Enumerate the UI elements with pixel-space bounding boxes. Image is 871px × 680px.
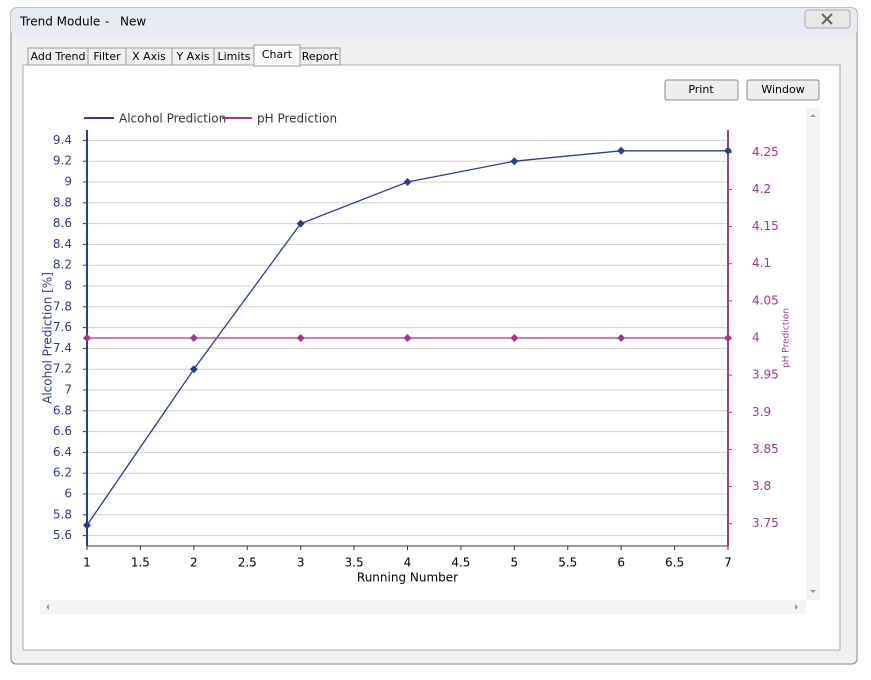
x-tick-label: 1 xyxy=(83,556,91,570)
data-point xyxy=(617,146,626,155)
y-tick-label: 8 xyxy=(64,279,72,293)
x-tick-label: 2.5 xyxy=(238,556,257,570)
tab-label: Chart xyxy=(262,48,293,61)
x-tick-label: 4 xyxy=(404,556,412,570)
title-separator: - xyxy=(105,15,109,29)
y2-tick-label: 3.75 xyxy=(752,516,779,530)
data-point xyxy=(296,219,305,228)
x-tick-label: 6.5 xyxy=(665,556,684,570)
y2-tick-label: 4.25 xyxy=(752,145,779,159)
y-tick-label: 8.6 xyxy=(53,216,72,230)
x-tick-label: 5.5 xyxy=(558,556,577,570)
chart-background xyxy=(40,105,806,600)
y-tick-label: 7 xyxy=(64,383,72,397)
data-point xyxy=(189,334,198,342)
x-axis-title: Running Number xyxy=(357,571,458,585)
y-tick-label: 8.8 xyxy=(53,195,72,209)
y-tick-label: 8.2 xyxy=(53,258,72,272)
h-scrollbar[interactable] xyxy=(40,600,806,614)
data-point xyxy=(83,334,91,342)
print-label: Print xyxy=(688,83,714,96)
tab-label: Y Axis xyxy=(175,50,209,63)
y2-axis-title: pH Prediction xyxy=(782,308,792,368)
y-tick-label: 6 xyxy=(64,487,72,501)
data-point xyxy=(724,146,732,155)
data-point xyxy=(724,334,732,342)
tab-label: X Axis xyxy=(132,50,166,63)
x-tick-label: 4.5 xyxy=(451,556,470,570)
document-name: New xyxy=(120,15,146,29)
y-tick-label: 6.2 xyxy=(53,466,72,480)
v-scrollbar[interactable] xyxy=(806,108,820,600)
x-tick-label: 3.5 xyxy=(345,556,364,570)
data-point xyxy=(296,334,305,342)
y2-tick-label: 3.85 xyxy=(752,442,779,456)
y2-tick-label: 4.05 xyxy=(752,293,779,307)
close-icon xyxy=(821,13,833,25)
tab-label: Add Trend xyxy=(31,50,86,63)
y-tick-label: 9 xyxy=(64,175,72,189)
y2-tick-label: 3.9 xyxy=(752,405,771,419)
data-point xyxy=(617,334,626,342)
y-tick-label: 9.4 xyxy=(53,133,72,147)
x-tick-label: 6 xyxy=(617,556,625,570)
y-axis-title: Alcohol Prediction [%] xyxy=(41,272,55,404)
y2-tick-label: 4.1 xyxy=(752,256,771,270)
y-tick-label: 9.2 xyxy=(53,154,72,168)
window-button[interactable] xyxy=(746,79,820,101)
window-label: Window xyxy=(761,83,804,96)
y2-tick-label: 3.8 xyxy=(752,479,771,493)
x-tick-label: 7 xyxy=(724,556,732,570)
tab-label: Report xyxy=(302,50,339,63)
y-tick-label: 8.4 xyxy=(53,237,72,251)
print-button[interactable] xyxy=(664,79,739,101)
x-tick-label: 3 xyxy=(297,556,305,570)
y2-tick-label: 3.95 xyxy=(752,368,779,382)
y-tick-label: 6.8 xyxy=(53,403,72,417)
x-tick-label: 1.5 xyxy=(131,556,150,570)
y-tick-label: 7.2 xyxy=(53,362,72,376)
window-title: Trend Module xyxy=(19,15,100,29)
y2-tick-label: 4.15 xyxy=(752,219,779,233)
title-bar xyxy=(11,8,857,36)
data-point xyxy=(510,157,519,166)
tab[interactable] xyxy=(299,47,341,66)
legend-label: Alcohol Prediction xyxy=(119,112,226,126)
tab-label: Filter xyxy=(93,50,121,63)
y-tick-label: 5.6 xyxy=(53,528,72,542)
data-point xyxy=(189,365,198,374)
y-tick-label: 7.4 xyxy=(53,341,72,355)
y2-tick-label: 4 xyxy=(752,331,760,345)
data-point xyxy=(403,178,412,186)
data-point xyxy=(403,334,412,342)
legend-label: pH Prediction xyxy=(257,112,337,126)
data-point xyxy=(510,334,519,342)
y2-tick-label: 4.2 xyxy=(752,182,771,196)
y-tick-label: 5.8 xyxy=(53,507,72,521)
x-tick-label: 5 xyxy=(511,556,519,570)
tab-label: Limits xyxy=(218,50,251,63)
y-tick-label: 7.6 xyxy=(53,320,72,334)
data-point xyxy=(83,521,91,530)
y-tick-label: 6.4 xyxy=(53,445,72,459)
y-tick-label: 6.6 xyxy=(53,424,72,438)
y-tick-label: 7.8 xyxy=(53,299,72,313)
x-tick-label: 2 xyxy=(190,556,198,570)
